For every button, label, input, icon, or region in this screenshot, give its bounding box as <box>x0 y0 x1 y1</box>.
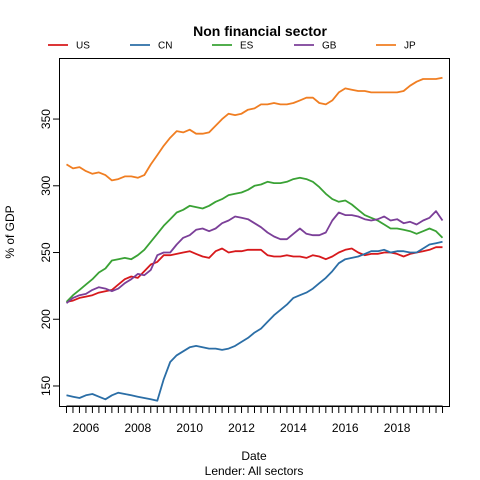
y-tick-label: 300 <box>39 175 53 195</box>
legend-label-jp: JP <box>404 41 416 52</box>
x-tick-label: 2006 <box>73 421 100 435</box>
series-line-jp <box>66 76 443 182</box>
y-tick-label: 250 <box>39 242 53 262</box>
x-tick-label: 2014 <box>280 421 307 435</box>
series-line-us <box>66 246 443 303</box>
x-axis-label: Date <box>241 449 267 463</box>
x-tick-label: 2010 <box>176 421 203 435</box>
x-tick-label: 2018 <box>384 421 411 435</box>
series-line-cn <box>66 240 443 402</box>
plot-frame <box>59 58 450 407</box>
series-line-es <box>65 176 444 303</box>
x-axis: 2006 2008 2010 2012 2014 2016 2018 <box>65 405 444 435</box>
y-tick-label: 200 <box>39 309 53 329</box>
series-lines <box>65 76 444 402</box>
legend-label-gb: GB <box>322 41 337 52</box>
x-tick-label: 2016 <box>332 421 359 435</box>
y-tick-label: 150 <box>39 376 53 396</box>
legend: US CN ES GB JP <box>48 41 416 52</box>
chart-title: Non financial sector <box>193 23 327 39</box>
y-axis-label: % of GDP <box>3 205 17 258</box>
y-axis: 150 200 250 300 350 <box>39 109 60 396</box>
legend-label-es: ES <box>240 41 254 52</box>
x-tick-label: 2012 <box>228 421 255 435</box>
legend-label-cn: CN <box>158 41 172 52</box>
chart-caption: Lender: All sectors <box>205 464 304 478</box>
y-tick-label: 350 <box>39 109 53 129</box>
legend-label-us: US <box>76 41 90 52</box>
series-line-gb <box>65 210 444 304</box>
x-tick-label: 2008 <box>124 421 151 435</box>
